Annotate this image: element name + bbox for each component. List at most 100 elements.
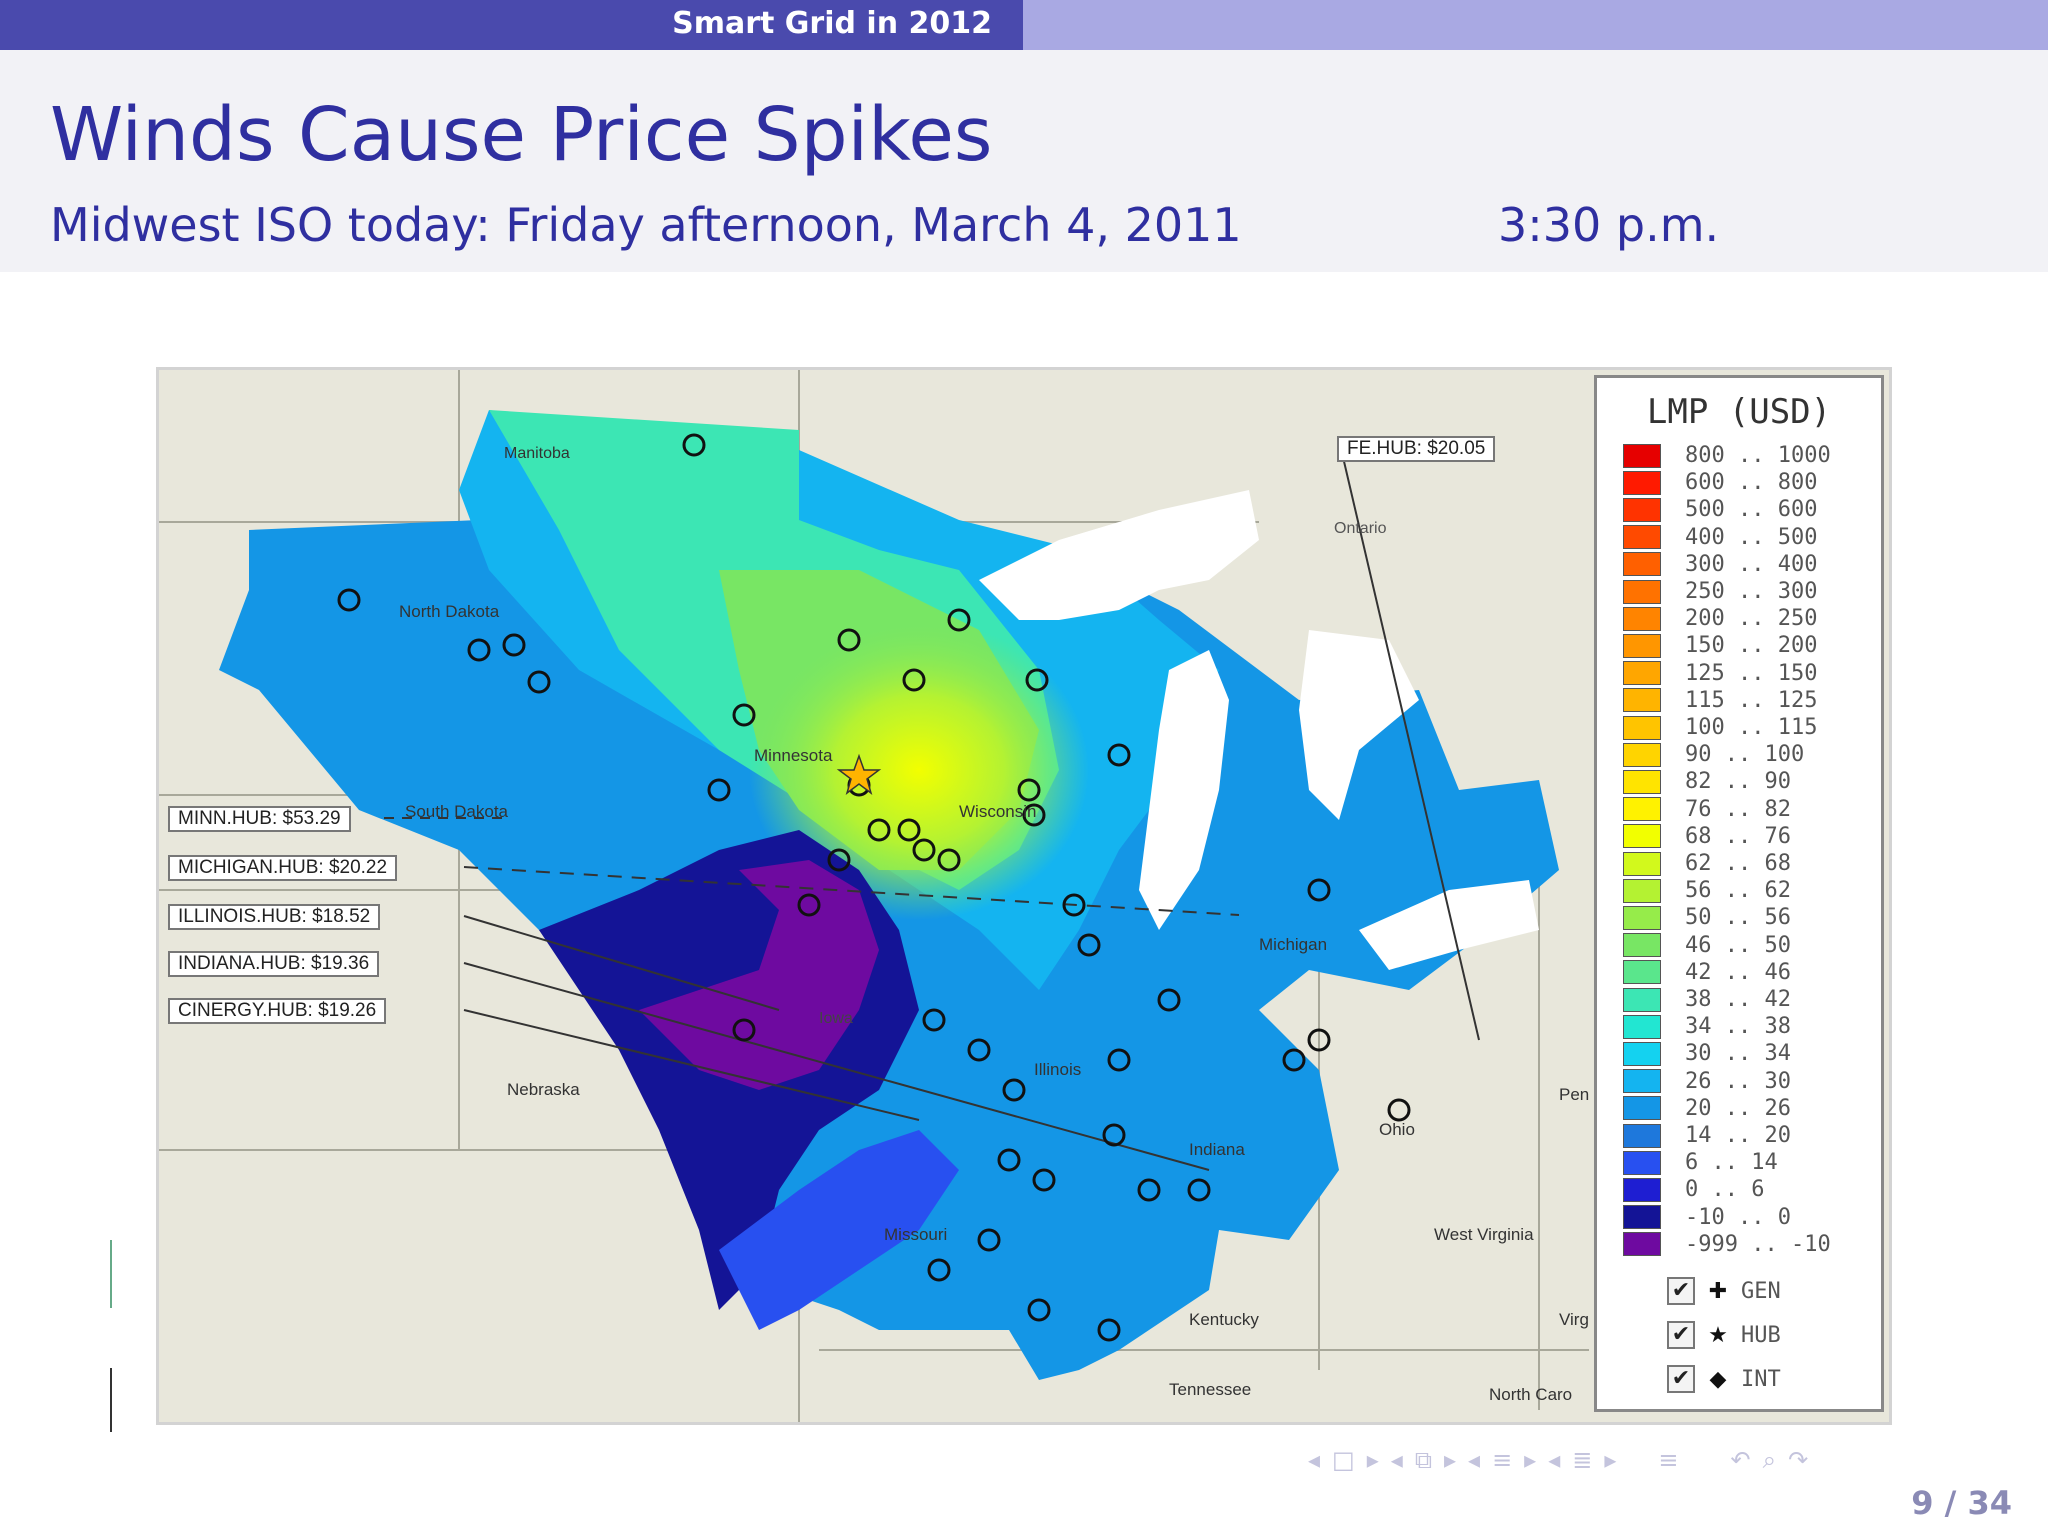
nav-subsection-icon[interactable]: ⧉ (1414, 1446, 1432, 1474)
page-title: Winds Cause Price Spikes (50, 92, 993, 178)
legend-label: 14 .. 20 (1685, 1123, 1791, 1148)
legend-swatch (1623, 688, 1661, 713)
nav-search-icon[interactable]: ⌕ (1762, 1446, 1777, 1474)
nav-prev-section-icon[interactable]: ◂ (1468, 1446, 1481, 1474)
legend-row: 100 .. 115 (1623, 714, 1817, 741)
edge-mark-bottom (110, 1368, 112, 1432)
nav-frame-icon[interactable]: □ (1332, 1446, 1355, 1474)
hub-star-marker (836, 753, 882, 795)
nav-next-doc-icon[interactable]: ▸ (1604, 1446, 1617, 1474)
legend-label: -10 .. 0 (1685, 1204, 1791, 1230)
legend-label: 82 .. 90 (1685, 769, 1791, 795)
legend-swatch (1623, 606, 1661, 631)
legend-row: 115 .. 125 (1623, 687, 1817, 714)
hub-label-illinois: ILLINOIS.HUB: $18.52 (168, 904, 381, 930)
legend-label: 125 .. 150 (1685, 660, 1818, 686)
section-title-text: Smart Grid in 2012 (672, 6, 992, 41)
legend-swatch (1623, 497, 1661, 522)
lake-erie (1359, 880, 1539, 970)
legend-toggle-hub[interactable]: ✔ ★ HUB (1667, 1319, 1781, 1351)
legend-label: 600 .. 800 (1685, 470, 1818, 496)
place-nebraska: Nebraska (507, 1080, 580, 1099)
legend-label: 500 .. 600 (1685, 497, 1818, 523)
checkbox[interactable]: ✔ (1667, 1321, 1695, 1349)
nav-forward-icon[interactable]: ↷ (1788, 1446, 1809, 1474)
legend-swatch (1623, 661, 1661, 686)
place-minnesota: Minnesota (754, 746, 833, 765)
legend-row: 56 .. 62 (1623, 877, 1791, 904)
legend-swatch (1623, 797, 1661, 822)
legend-row: 30 .. 34 (1623, 1040, 1791, 1067)
legend-swatch (1623, 1150, 1661, 1175)
lake-michigan (1139, 650, 1229, 930)
page-subtitle: Midwest ISO today: Friday afternoon, Mar… (50, 198, 1242, 252)
hub-leader-lines (384, 439, 1480, 1171)
legend-label: 800 .. 1000 (1685, 443, 1831, 468)
legend-row: 600 .. 800 (1623, 469, 1817, 496)
place-north-carolina: North Caro (1489, 1385, 1573, 1404)
legend-row: 68 .. 76 (1623, 823, 1791, 850)
legend-row: 46 .. 50 (1623, 932, 1791, 959)
legend-swatch (1623, 579, 1661, 604)
legend-title: LMP (USD) (1646, 392, 1832, 432)
legend-swatch (1623, 1096, 1661, 1121)
legend-row: 500 .. 600 (1623, 496, 1817, 523)
hub-label-minn: MINN.HUB: $53.29 (168, 806, 351, 832)
legend-row: 82 .. 90 (1623, 768, 1791, 795)
legend-swatch (1623, 769, 1661, 794)
checkbox[interactable]: ✔ (1667, 1277, 1695, 1305)
contour-0-6 (719, 1130, 959, 1330)
contour-hotspot (749, 620, 1089, 920)
legend-label: 100 .. 115 (1685, 715, 1818, 740)
legend-swatch (1623, 1205, 1661, 1230)
place-kentucky: Kentucky (1189, 1310, 1259, 1329)
legend-row: 90 .. 100 (1623, 741, 1804, 768)
legend-label: 400 .. 500 (1685, 524, 1818, 550)
nav-prev-subsection-icon[interactable]: ◂ (1390, 1446, 1403, 1474)
legend-swatch (1623, 1177, 1661, 1202)
place-iowa: Iowa (819, 1010, 853, 1027)
edge-mark-top (110, 1240, 112, 1308)
fe-hub-label: FE.HUB: $20.05 (1337, 436, 1496, 462)
gen-plus-icon: ✚ (1708, 1278, 1728, 1304)
nav-prev-frame-icon[interactable]: ◂ (1308, 1446, 1321, 1474)
place-illinois: Illinois (1034, 1060, 1082, 1079)
legend-label: 300 .. 400 (1685, 551, 1818, 577)
legend-swatch (1623, 878, 1661, 903)
legend-row: -999 .. -10 (1623, 1231, 1831, 1258)
legend-toggle-int[interactable]: ✔ ◆ INT (1667, 1363, 1781, 1395)
legend-row: 38 .. 42 (1623, 986, 1791, 1013)
beamer-navigation: ◂ □ ▸ ◂ ⧉ ▸ ◂ ≡ ▸ ◂ ≣ ▸ ≡ ↶ ⌕ ↷ (1308, 1444, 1820, 1476)
place-michigan: Michigan (1259, 935, 1328, 954)
place-ohio: Ohio (1379, 1120, 1415, 1139)
legend-row: -10 .. 0 (1623, 1204, 1791, 1231)
legend-swatch (1623, 987, 1661, 1012)
nav-toc-icon[interactable]: ≡ (1658, 1446, 1679, 1474)
legend-row: 62 .. 68 (1623, 850, 1791, 877)
nav-next-subsection-icon[interactable]: ▸ (1443, 1446, 1457, 1474)
place-south-dakota: South Dakota (405, 802, 509, 821)
legend-label: 115 .. 125 (1685, 687, 1818, 713)
legend-label: 250 .. 300 (1685, 579, 1818, 604)
legend-swatch (1623, 1069, 1661, 1094)
checkbox[interactable]: ✔ (1667, 1365, 1695, 1393)
legend-toggle-gen[interactable]: ✔ ✚ GEN (1667, 1275, 1781, 1307)
nav-section-icon[interactable]: ≡ (1492, 1446, 1513, 1474)
nav-back-icon[interactable]: ↶ (1730, 1446, 1751, 1474)
legend-row: 50 .. 56 (1623, 904, 1791, 931)
legend-swatch (1623, 715, 1661, 740)
legend-swatch (1623, 443, 1661, 468)
nav-next-section-icon[interactable]: ▸ (1524, 1446, 1537, 1474)
nav-prev-doc-icon[interactable]: ◂ (1548, 1446, 1561, 1474)
legend-row: 400 .. 500 (1623, 524, 1817, 551)
legend-label: 34 .. 38 (1685, 1014, 1791, 1040)
nav-next-frame-icon[interactable]: ▸ (1366, 1446, 1379, 1474)
hub-label-michigan: MICHIGAN.HUB: $20.22 (168, 855, 398, 881)
legend-label: 42 .. 46 (1685, 959, 1791, 985)
legend-label: 26 .. 30 (1685, 1068, 1791, 1094)
hub-label-indiana: INDIANA.HUB: $19.36 (168, 951, 380, 977)
legend-swatch (1623, 470, 1661, 495)
nav-doc-icon[interactable]: ≣ (1572, 1446, 1593, 1474)
legend-row: 200 .. 250 (1623, 605, 1817, 632)
place-west-virginia: West Virginia (1434, 1225, 1534, 1244)
